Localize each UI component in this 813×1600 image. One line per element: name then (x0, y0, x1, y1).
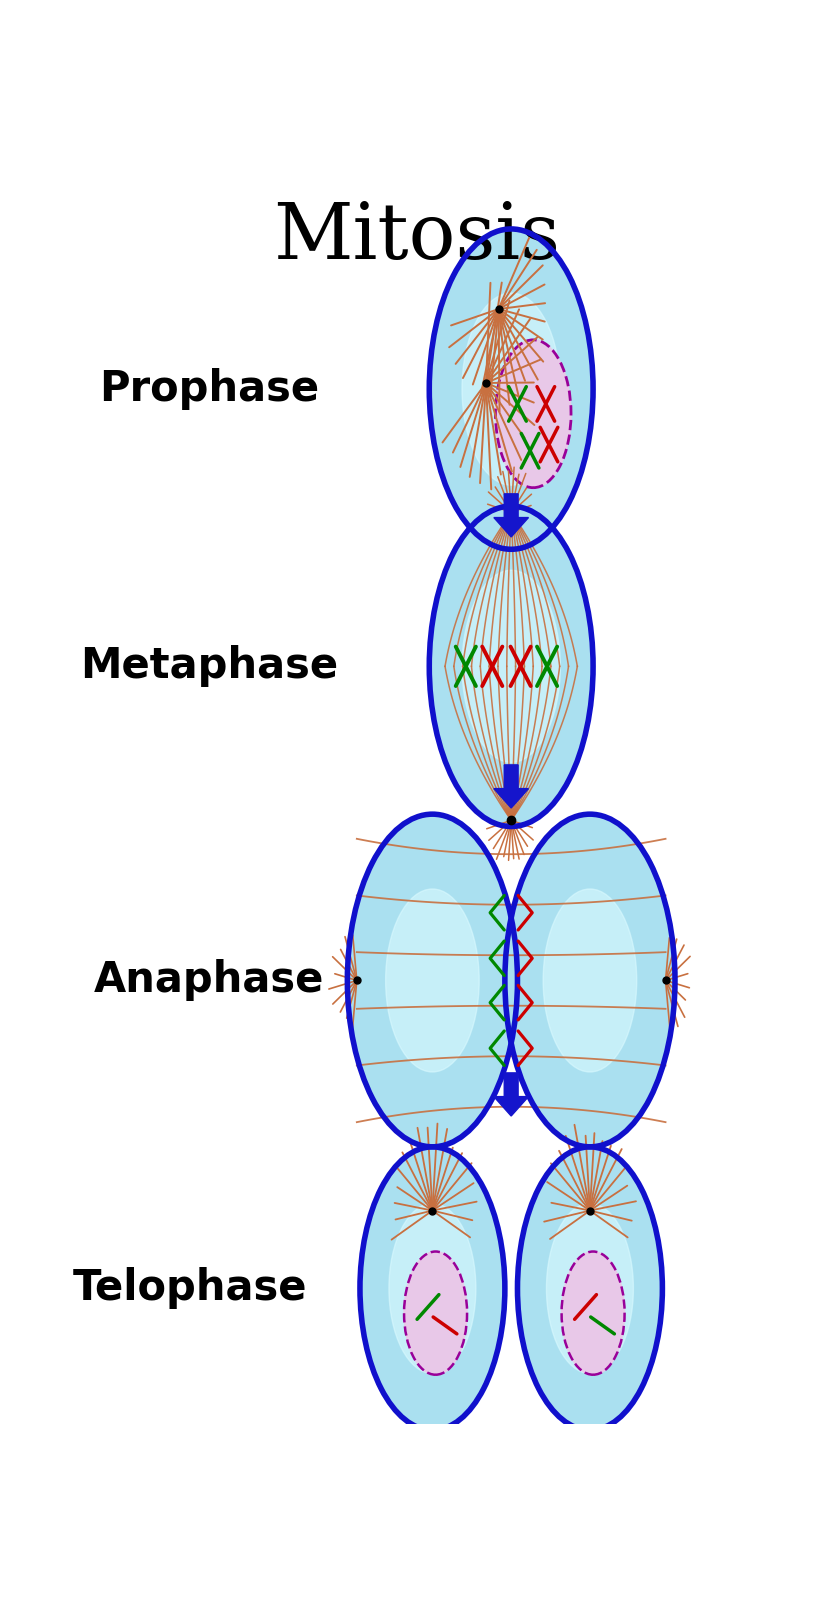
Circle shape (385, 890, 479, 1072)
Circle shape (429, 229, 593, 549)
Circle shape (462, 570, 560, 763)
Circle shape (347, 814, 518, 1147)
FancyArrow shape (493, 765, 528, 808)
Text: Metaphase: Metaphase (80, 645, 337, 688)
Circle shape (495, 339, 571, 488)
Circle shape (546, 1203, 633, 1373)
Circle shape (518, 1147, 663, 1430)
Circle shape (429, 506, 593, 827)
Text: Mitosis: Mitosis (273, 200, 560, 275)
Circle shape (404, 1251, 467, 1374)
FancyArrow shape (493, 1074, 528, 1117)
Text: Prophase: Prophase (98, 368, 319, 410)
Text: Telophase: Telophase (72, 1267, 307, 1309)
Text: Anaphase: Anaphase (93, 960, 324, 1002)
Circle shape (462, 293, 560, 485)
Circle shape (389, 1203, 476, 1373)
Circle shape (360, 1147, 505, 1430)
Circle shape (543, 890, 637, 1072)
FancyArrow shape (493, 494, 528, 538)
Circle shape (562, 1251, 624, 1374)
Circle shape (505, 814, 675, 1147)
